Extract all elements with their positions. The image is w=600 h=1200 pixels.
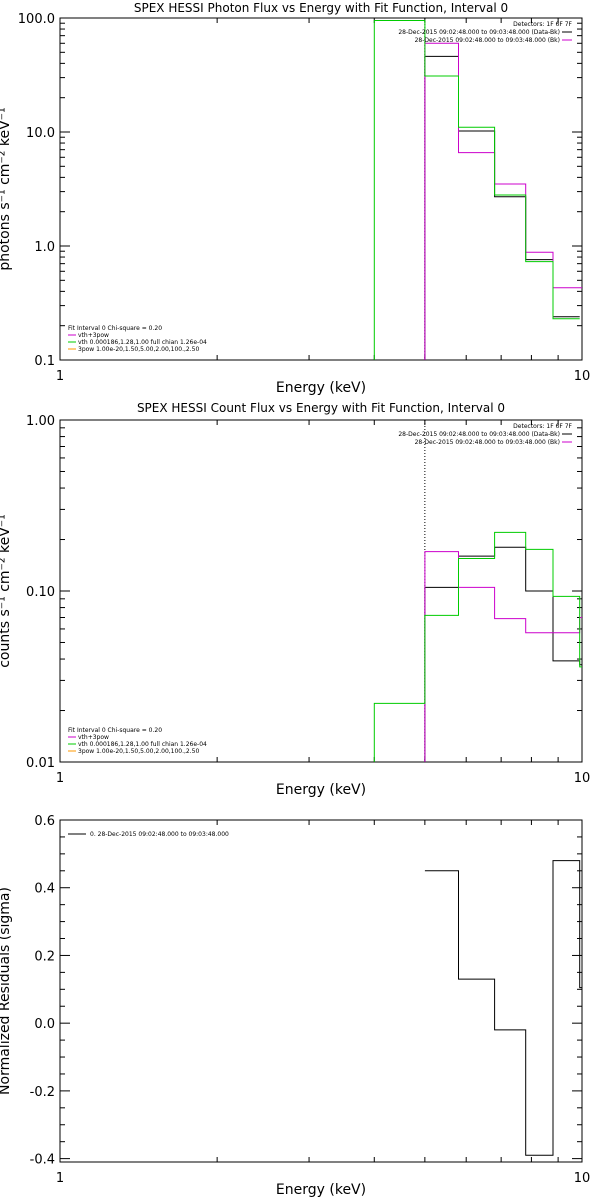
y-tick-label: 1.00 — [26, 414, 55, 429]
y-tick-label: 0.10 — [26, 585, 55, 600]
info-line: Detectors: 1F 6F 7F — [513, 21, 572, 28]
x-tick-label: 1 — [56, 369, 64, 384]
series-line-bk — [424, 42, 582, 360]
x-tick-label: 10 — [574, 771, 591, 786]
y-axis-label: Normalized Residuals (sigma) — [0, 887, 13, 1095]
x-axis-label: Energy (keV) — [276, 380, 366, 396]
x-tick-label: 1 — [56, 771, 64, 786]
chart-title: SPEX HESSI Photon Flux vs Energy with Fi… — [134, 1, 508, 15]
x-tick-label: 10 — [574, 369, 591, 384]
y-tick-label: 10.0 — [26, 126, 55, 141]
legend-entry: vth 0.000186,1.28,1.00 full chian 1.26e-… — [78, 741, 207, 748]
x-tick-label: 10 — [574, 1171, 591, 1186]
y-tick-label: -0.2 — [30, 1085, 55, 1100]
info-line: 28-Dec-2015 09:02:48.000 to 09:03:48.000… — [415, 37, 560, 44]
chart-title: SPEX HESSI Count Flux vs Energy with Fit… — [137, 401, 505, 415]
series-line-vth-3pow — [373, 20, 580, 360]
plot-frame — [59, 17, 583, 361]
y-tick-label: -0.4 — [30, 1153, 55, 1168]
y-tick-label: 1.0 — [34, 240, 55, 255]
legend-entry: Fit Interval 0 Chi-square = 0.20 — [68, 325, 162, 332]
y-tick-label: 0.01 — [26, 756, 55, 771]
chart-panel-0: SPEX HESSI Photon Flux vs Energy with Fi… — [0, 1, 590, 396]
y-tick-label: 0.2 — [34, 949, 55, 964]
y-tick-label: 0.1 — [34, 354, 55, 369]
legend-entry: 3pow 1.00e-20,1.50,5.00,2.00,100.,2.50 — [78, 346, 199, 353]
legend-entry: vth+3pow — [78, 332, 109, 339]
series-line-bk — [424, 551, 582, 762]
y-axis-label: photons s⁻¹ cm⁻² keV⁻¹ — [0, 107, 13, 270]
info-line: 28-Dec-2015 09:02:48.000 to 09:03:48.000… — [398, 29, 560, 36]
x-axis-label: Energy (keV) — [276, 1182, 366, 1198]
y-tick-label: 0.4 — [34, 882, 55, 897]
legend-entry: Fit Interval 0 Chi-square = 0.20 — [68, 727, 162, 734]
y-axis-label: counts s⁻¹ cm⁻² keV⁻¹ — [0, 514, 13, 668]
y-tick-label: 0.6 — [34, 814, 55, 829]
y-tick-label: 100.0 — [18, 12, 55, 27]
x-axis-label: Energy (keV) — [276, 782, 366, 798]
legend-entry: 3pow 1.00e-20,1.50,5.00,2.00,100.,2.50 — [78, 748, 199, 755]
x-tick-label: 1 — [56, 1171, 64, 1186]
chart-panel-2: 1 10 Energy (keV) -0.4 -0.2 0.0 0.2 0.4 0.6 Norma… — [0, 814, 590, 1198]
y-tick-label: 0.0 — [34, 1017, 55, 1032]
info-line: 28-Dec-2015 09:02:48.000 to 09:03:48.000… — [398, 431, 560, 438]
chart-panel-1: SPEX HESSI Count Flux vs Energy with Fit… — [0, 401, 590, 798]
series-line-0-28-dec-2015-09-02-48-000-to-09-03-48-000 — [424, 860, 582, 1156]
series-line-vth-3pow — [373, 531, 582, 762]
series-line-data-bk — [424, 546, 582, 762]
info-line: Detectors: 1F 6F 7F — [513, 423, 572, 430]
legend-entry: vth 0.000186,1.28,1.00 full chian 1.26e-… — [78, 339, 207, 346]
legend-entry: vth+3pow — [78, 734, 109, 741]
legend-entry: 0. 28-Dec-2015 09:02:48.000 to 09:03:48.… — [90, 831, 229, 838]
info-line: 28-Dec-2015 09:02:48.000 to 09:03:48.000… — [415, 439, 560, 446]
series-line-data-bk — [424, 55, 580, 360]
plot-frame — [59, 419, 583, 763]
plot-frame — [59, 819, 583, 1163]
